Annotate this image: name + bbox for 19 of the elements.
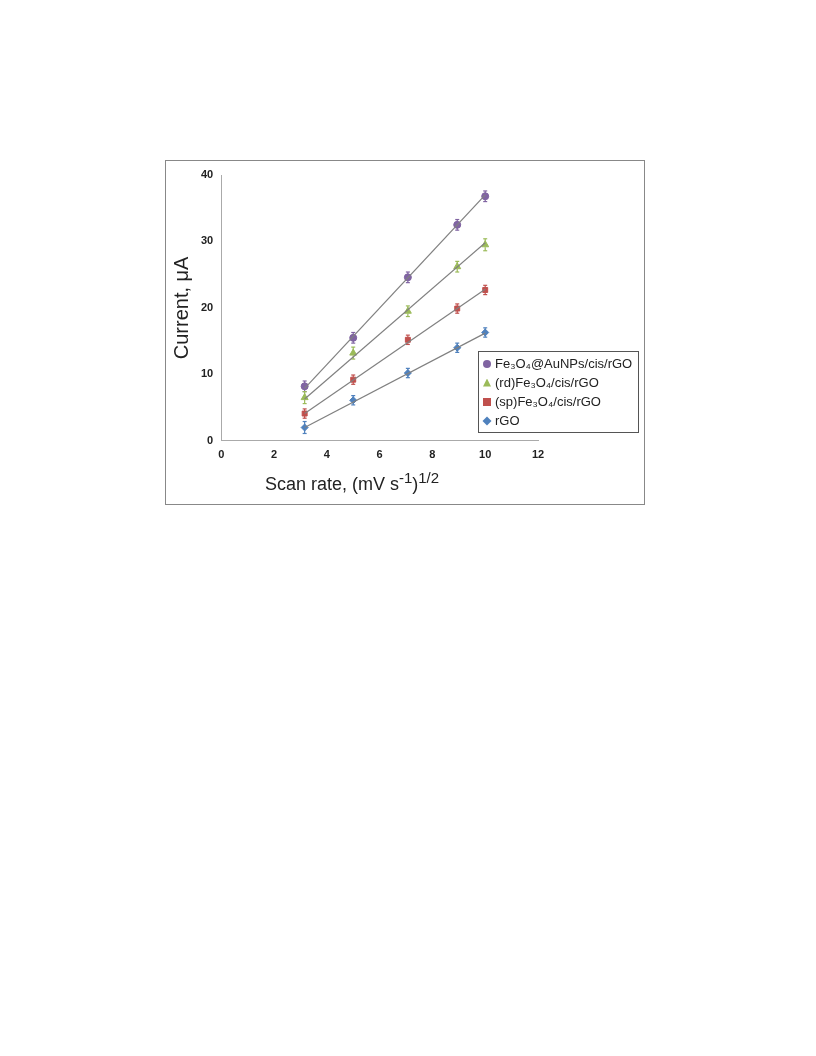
x-tick-label: 6 — [376, 448, 383, 461]
legend-label: (sp)Fe₃O₄/cis/rGO — [495, 394, 601, 409]
x-tick-label: 2 — [270, 448, 278, 461]
y-tick-label: 0 — [207, 433, 214, 446]
x-tick-label: 8 — [429, 448, 436, 461]
x-tick-label: 10 — [479, 448, 492, 461]
x-tick-label: 12 — [531, 448, 545, 461]
x-tick-label: 4 — [323, 448, 331, 461]
x-tick-label: 0 — [218, 448, 225, 461]
y-tick-label: 20 — [200, 300, 214, 313]
legend-label: rGO — [495, 413, 520, 428]
y-tick-label: 10 — [200, 367, 214, 380]
point — [349, 348, 358, 356]
legend-label: (rd)Fe₃O₄/cis/rGO — [495, 375, 599, 390]
y-axis-title: Current, μA — [169, 255, 192, 360]
y-tick-label: 30 — [200, 234, 214, 247]
x-axis-title: Scan rate, (mV s$^{-1}$)$^{1/2}$ — [263, 469, 441, 495]
y-tick-label: 40 — [200, 168, 214, 181]
legend-label: Fe₃O₄@AuNPs/cis/rGO — [495, 356, 633, 371]
